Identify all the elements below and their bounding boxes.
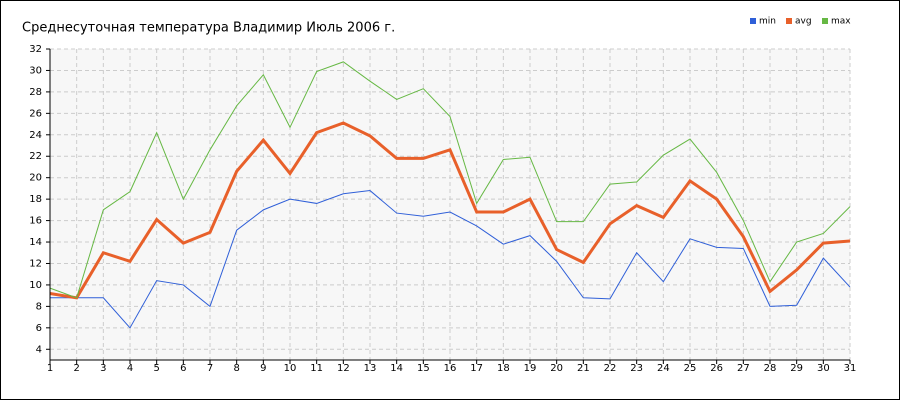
x-tick-label: 22 [604, 363, 617, 374]
x-tick-label: 21 [577, 363, 590, 374]
y-tick-label: 22 [29, 151, 42, 162]
x-tick-label: 24 [657, 363, 670, 374]
x-tick-label: 25 [684, 363, 697, 374]
series-line [49, 121, 851, 300]
x-tick-label: 16 [444, 363, 457, 374]
x-tick-label: 9 [260, 363, 266, 374]
x-tick-label: 3 [100, 363, 106, 374]
x-tick-label: 11 [310, 363, 323, 374]
legend-label: avg [795, 17, 812, 27]
y-tick-label: 26 [29, 108, 42, 119]
x-tick-label: 12 [337, 363, 350, 374]
legend-swatch [786, 18, 792, 24]
chart-title: Среднесуточная температура Владимир Июль… [22, 21, 395, 36]
x-tick-label: 19 [524, 363, 537, 374]
x-tick-label: 17 [470, 363, 483, 374]
x-tick-label: 5 [153, 363, 159, 374]
y-tick-label: 8 [36, 301, 42, 312]
y-tick-label: 10 [29, 280, 42, 291]
x-tick-label: 2 [73, 363, 79, 374]
legend-label: max [831, 17, 851, 27]
x-tick-label: 31 [844, 363, 857, 374]
x-tick-label: 28 [764, 363, 777, 374]
legend-swatch [822, 18, 828, 24]
x-tick-label: 10 [284, 363, 297, 374]
y-tick-label: 18 [29, 194, 42, 205]
y-tick-label: 4 [36, 344, 42, 355]
x-tick-label: 30 [817, 363, 830, 374]
x-tick-label: 14 [390, 363, 403, 374]
y-tick-label: 20 [29, 173, 42, 184]
legend-swatch [750, 18, 756, 24]
x-tick-label: 26 [710, 363, 723, 374]
x-tick-label: 27 [737, 363, 750, 374]
y-tick-label: 16 [29, 216, 42, 227]
y-tick-label: 28 [29, 87, 42, 98]
x-tick-label: 29 [790, 363, 803, 374]
y-tick-label: 14 [29, 237, 42, 248]
x-tick-label: 13 [364, 363, 377, 374]
series-line [50, 190, 851, 329]
y-tick-label: 32 [29, 44, 42, 55]
y-tick-label: 24 [29, 130, 42, 141]
x-tick-label: 20 [550, 363, 563, 374]
series-line [49, 61, 851, 299]
x-tick-label: 8 [233, 363, 239, 374]
x-tick-label: 23 [630, 363, 643, 374]
x-tick-label: 15 [417, 363, 430, 374]
legend-label: min [759, 17, 776, 27]
y-tick-label: 30 [29, 65, 42, 76]
x-tick-label: 7 [207, 363, 213, 374]
y-tick-label: 6 [36, 323, 42, 334]
x-tick-label: 18 [497, 363, 510, 374]
x-tick-label: 4 [127, 363, 133, 374]
y-tick-label: 12 [29, 258, 42, 269]
x-tick-label: 6 [180, 363, 186, 374]
x-tick-label: 1 [47, 363, 53, 374]
